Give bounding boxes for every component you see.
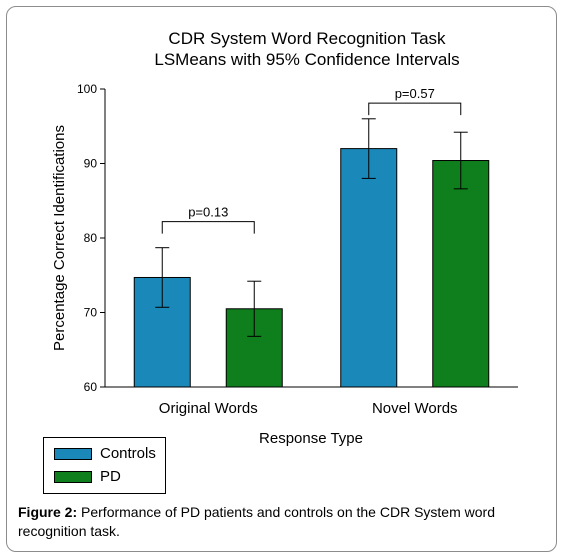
y-axis-title: Percentage Correct Identifications (51, 125, 68, 351)
y-tick-label-90: 90 (84, 157, 98, 171)
legend-swatch-pd (54, 470, 92, 483)
legend-item-controls: Controls (54, 445, 156, 462)
x-tick-label-1: Novel Words (372, 400, 458, 417)
significance-bracket-1 (368, 102, 462, 116)
x-tick-label-0: Original Words (159, 400, 258, 417)
chart-subtitle: LSMeans with 95% Confidence Intervals (154, 50, 459, 69)
caption-text: Performance of PD patients and controls … (18, 504, 495, 539)
y-tick-label-60: 60 (84, 380, 98, 394)
legend-item-pd: PD (54, 468, 121, 485)
caption-label: Figure 2: (18, 504, 78, 520)
bar-pd-1 (432, 160, 490, 388)
significance-bracket-0 (161, 221, 255, 234)
legend-label-controls: Controls (100, 445, 156, 462)
plot-area: 60 70 80 90 100 Original Words Novel Words p=0.… (77, 82, 518, 417)
figure-caption: Figure 2: Performance of PD patients and… (18, 503, 548, 541)
legend: Controls PD (43, 437, 166, 494)
y-tick-label-100: 100 (77, 82, 97, 96)
y-tick-label-80: 80 (84, 231, 98, 245)
y-tick-label-70: 70 (84, 306, 98, 320)
bar-controls-1 (340, 148, 398, 388)
bar-pd-0 (225, 308, 283, 388)
p-value-label-1: p=0.57 (395, 86, 435, 101)
chart-title: CDR System Word Recognition Task (168, 29, 446, 48)
legend-label-pd: PD (100, 468, 121, 485)
x-axis-title: Response Type (259, 430, 363, 447)
p-value-label-0: p=0.13 (188, 205, 228, 220)
legend-swatch-controls (54, 447, 92, 460)
chart: CDR System Word Recognition Task LSMeans… (51, 29, 518, 447)
